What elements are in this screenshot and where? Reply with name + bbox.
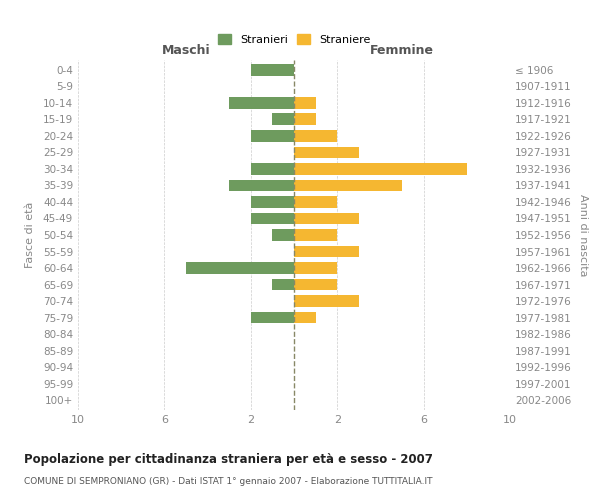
Bar	[251, 196, 294, 208]
Bar	[251, 212, 294, 224]
Bar	[294, 114, 316, 126]
Bar	[251, 130, 294, 142]
Bar	[272, 278, 294, 290]
Bar	[294, 212, 359, 224]
Bar	[251, 312, 294, 324]
Text: Maschi: Maschi	[161, 44, 211, 57]
Y-axis label: Fasce di età: Fasce di età	[25, 202, 35, 268]
Bar	[294, 229, 337, 241]
Bar	[294, 246, 359, 258]
Text: Popolazione per cittadinanza straniera per età e sesso - 2007: Popolazione per cittadinanza straniera p…	[24, 452, 433, 466]
Bar	[251, 163, 294, 175]
Bar	[272, 114, 294, 126]
Bar	[294, 295, 359, 307]
Bar	[294, 196, 337, 208]
Bar	[294, 262, 337, 274]
Bar	[272, 229, 294, 241]
Bar	[294, 180, 402, 192]
Bar	[229, 180, 294, 192]
Bar	[294, 163, 467, 175]
Bar	[294, 278, 337, 290]
Legend: Stranieri, Straniere: Stranieri, Straniere	[214, 30, 374, 48]
Bar	[229, 97, 294, 109]
Bar	[186, 262, 294, 274]
Text: Femmine: Femmine	[370, 44, 434, 57]
Bar	[294, 97, 316, 109]
Y-axis label: Anni di nascita: Anni di nascita	[578, 194, 588, 276]
Text: COMUNE DI SEMPRONIANO (GR) - Dati ISTAT 1° gennaio 2007 - Elaborazione TUTTITALI: COMUNE DI SEMPRONIANO (GR) - Dati ISTAT …	[24, 478, 433, 486]
Bar	[251, 64, 294, 76]
Bar	[294, 146, 359, 158]
Bar	[294, 130, 337, 142]
Bar	[294, 312, 316, 324]
